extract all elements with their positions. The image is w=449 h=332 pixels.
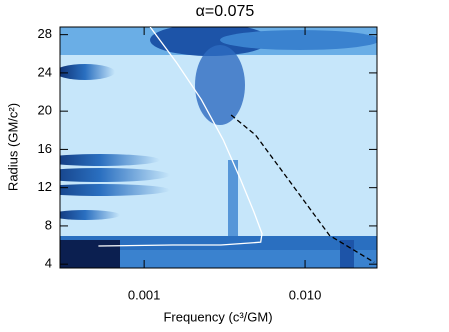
plot-frame xyxy=(59,26,378,269)
chart-title: α=0.075 xyxy=(196,3,255,20)
y-axis-label: Radius (GM/c²) xyxy=(5,103,20,191)
curve xyxy=(98,27,263,247)
heatmap xyxy=(60,27,377,268)
y-tick-label: 4 xyxy=(45,256,52,271)
y-tick-label: 16 xyxy=(38,141,52,156)
x-tick-label: 0.010 xyxy=(289,287,322,302)
x-axis-label: Frequency (c³/GM) xyxy=(163,309,272,324)
y-tick-label: 8 xyxy=(45,217,52,232)
y-tick-label: 20 xyxy=(38,103,52,118)
x-tick-label: 0.001 xyxy=(128,287,161,302)
y-tick-label: 12 xyxy=(38,179,52,194)
y-tick-label: 24 xyxy=(38,64,52,79)
y-tick-label: 28 xyxy=(38,26,52,41)
curve xyxy=(230,114,375,263)
